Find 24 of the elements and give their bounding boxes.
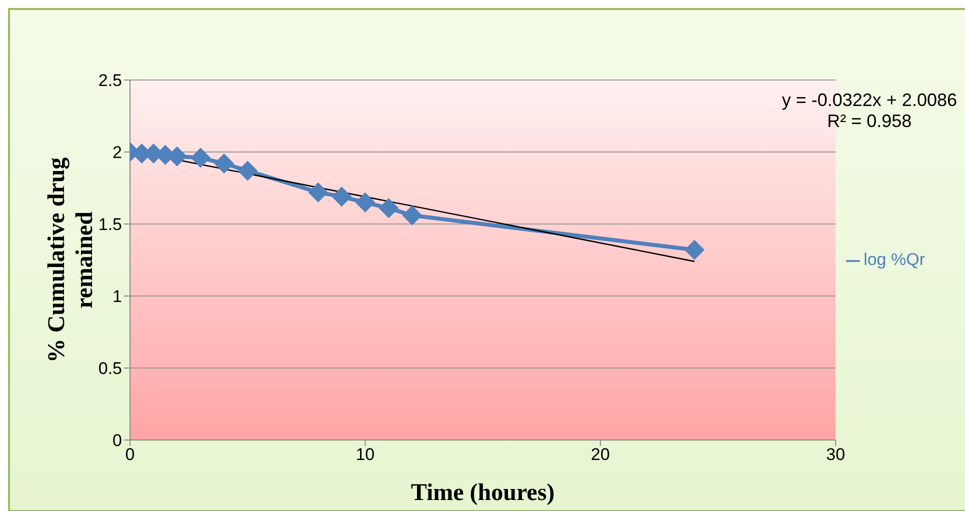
annotation: y = -0.0322x + 2.0086 bbox=[782, 90, 957, 111]
y-tick-label: 0.5 bbox=[98, 359, 122, 378]
point bbox=[332, 186, 352, 207]
x-tick-label: 10 bbox=[356, 445, 375, 464]
x-tick-label: 30 bbox=[826, 445, 846, 464]
point bbox=[238, 160, 258, 181]
x-tick-label: 20 bbox=[590, 445, 610, 464]
point bbox=[402, 205, 422, 226]
y-tick-label: 1.5 bbox=[98, 215, 122, 234]
y-tick-label: 1 bbox=[112, 287, 122, 306]
annotation: R² = 0.958 bbox=[826, 111, 913, 132]
point bbox=[214, 154, 234, 174]
point bbox=[190, 148, 211, 168]
y-tick-label: 0 bbox=[112, 431, 122, 450]
legend-label: log %Qr bbox=[864, 250, 925, 269]
point bbox=[378, 198, 399, 218]
y-tick-label: 2.5 bbox=[98, 71, 122, 90]
y-axis-title: % Cumulative drug remained bbox=[44, 157, 98, 363]
x-axis-title: Time (houres) bbox=[410, 480, 555, 506]
y-tick-label: 2 bbox=[112, 143, 122, 162]
point bbox=[355, 192, 376, 212]
x-tick-label: 0 bbox=[125, 445, 135, 464]
point bbox=[308, 182, 328, 202]
point bbox=[684, 240, 704, 260]
